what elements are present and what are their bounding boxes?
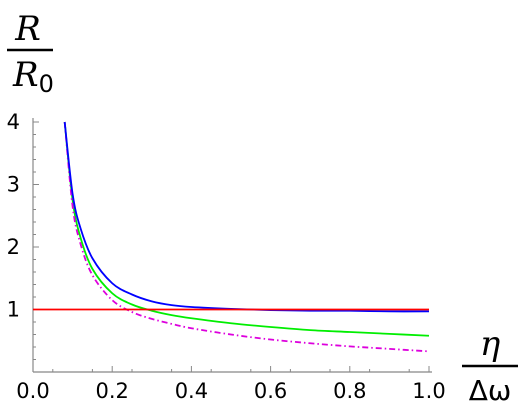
series-line-2 xyxy=(63,121,430,337)
x-tick-label: 0.0 xyxy=(16,379,49,403)
y-axis-label-denominator: R0 xyxy=(12,55,54,98)
x-axis-label-numerator: η xyxy=(480,324,501,364)
series-group xyxy=(33,121,430,353)
x-tick-label: 1.0 xyxy=(412,379,445,403)
y-axis-label: R R0 xyxy=(7,9,54,98)
x-axis-label-denominator: Δω xyxy=(469,374,512,407)
y-axis-label-denominator-letter: R xyxy=(12,55,39,95)
y-tick-label: 4 xyxy=(7,110,20,134)
y-axis-label-denominator-subscript: 0 xyxy=(39,70,54,98)
x-ticks: 0.0 0.2 0.4 0.6 0.8 1.0 xyxy=(16,366,446,403)
x-tick-label: 0.8 xyxy=(333,379,366,403)
y-tick-label: 3 xyxy=(7,173,20,197)
x-tick-label: 0.4 xyxy=(175,379,208,403)
y-ticks: 1 2 3 4 xyxy=(7,110,39,360)
series-line-1 xyxy=(63,121,430,313)
x-tick-label: 0.6 xyxy=(254,379,287,403)
x-axis-label: η Δω xyxy=(462,324,518,407)
y-tick-label: 1 xyxy=(7,298,20,322)
y-tick-label: 2 xyxy=(7,235,20,259)
y-axis-label-numerator: R xyxy=(14,9,41,49)
x-tick-label: 0.2 xyxy=(95,379,128,403)
series-line-3 xyxy=(63,121,430,353)
